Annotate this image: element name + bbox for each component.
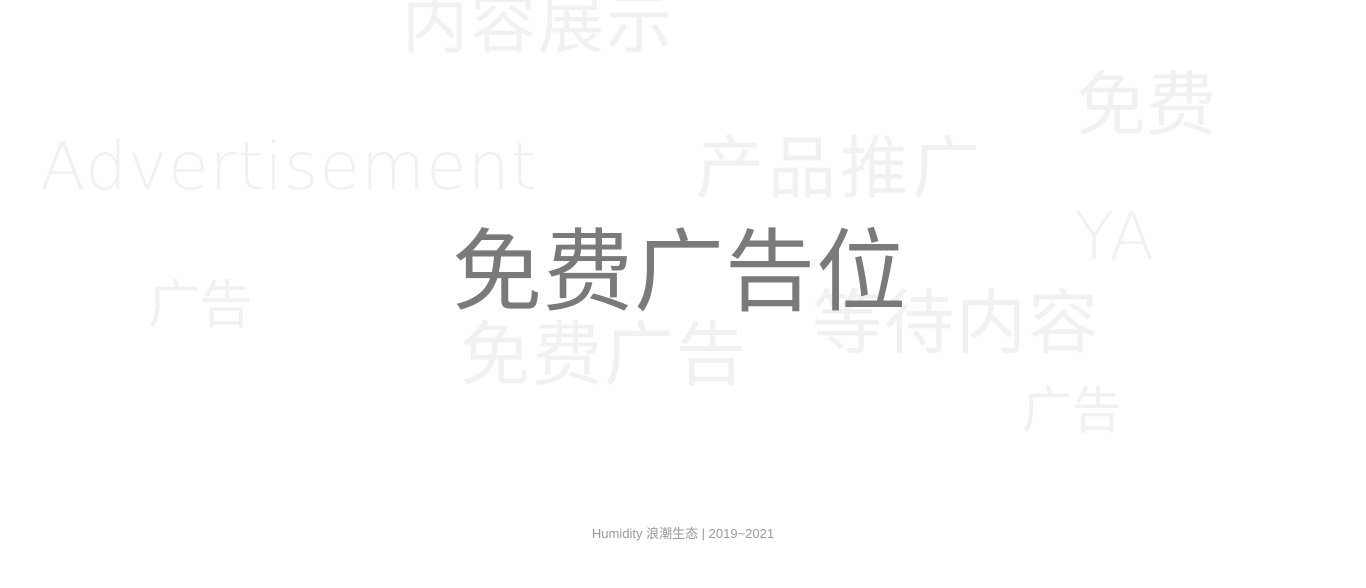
footer-credit: Humidity 浪潮生态 | 2019~2021	[591, 526, 775, 541]
bg-word-awaiting-content: 等待内容	[812, 282, 1100, 364]
bg-word-free: 免费	[1076, 64, 1216, 146]
bg-word-free-ad: 免费广告	[460, 314, 748, 396]
headline-free-ad-slot: 免费广告位	[452, 220, 907, 325]
bg-word-advertisement: Advertisement	[40, 128, 538, 205]
bg-word-ad-right: 广告	[1022, 382, 1122, 440]
bg-word-product-promotion: 产品推广	[696, 130, 985, 209]
bg-word-content-display: 内容展示	[402, 0, 674, 63]
bg-word-ya: YA	[1074, 198, 1155, 275]
bg-word-ad-left: 广告	[148, 276, 253, 336]
